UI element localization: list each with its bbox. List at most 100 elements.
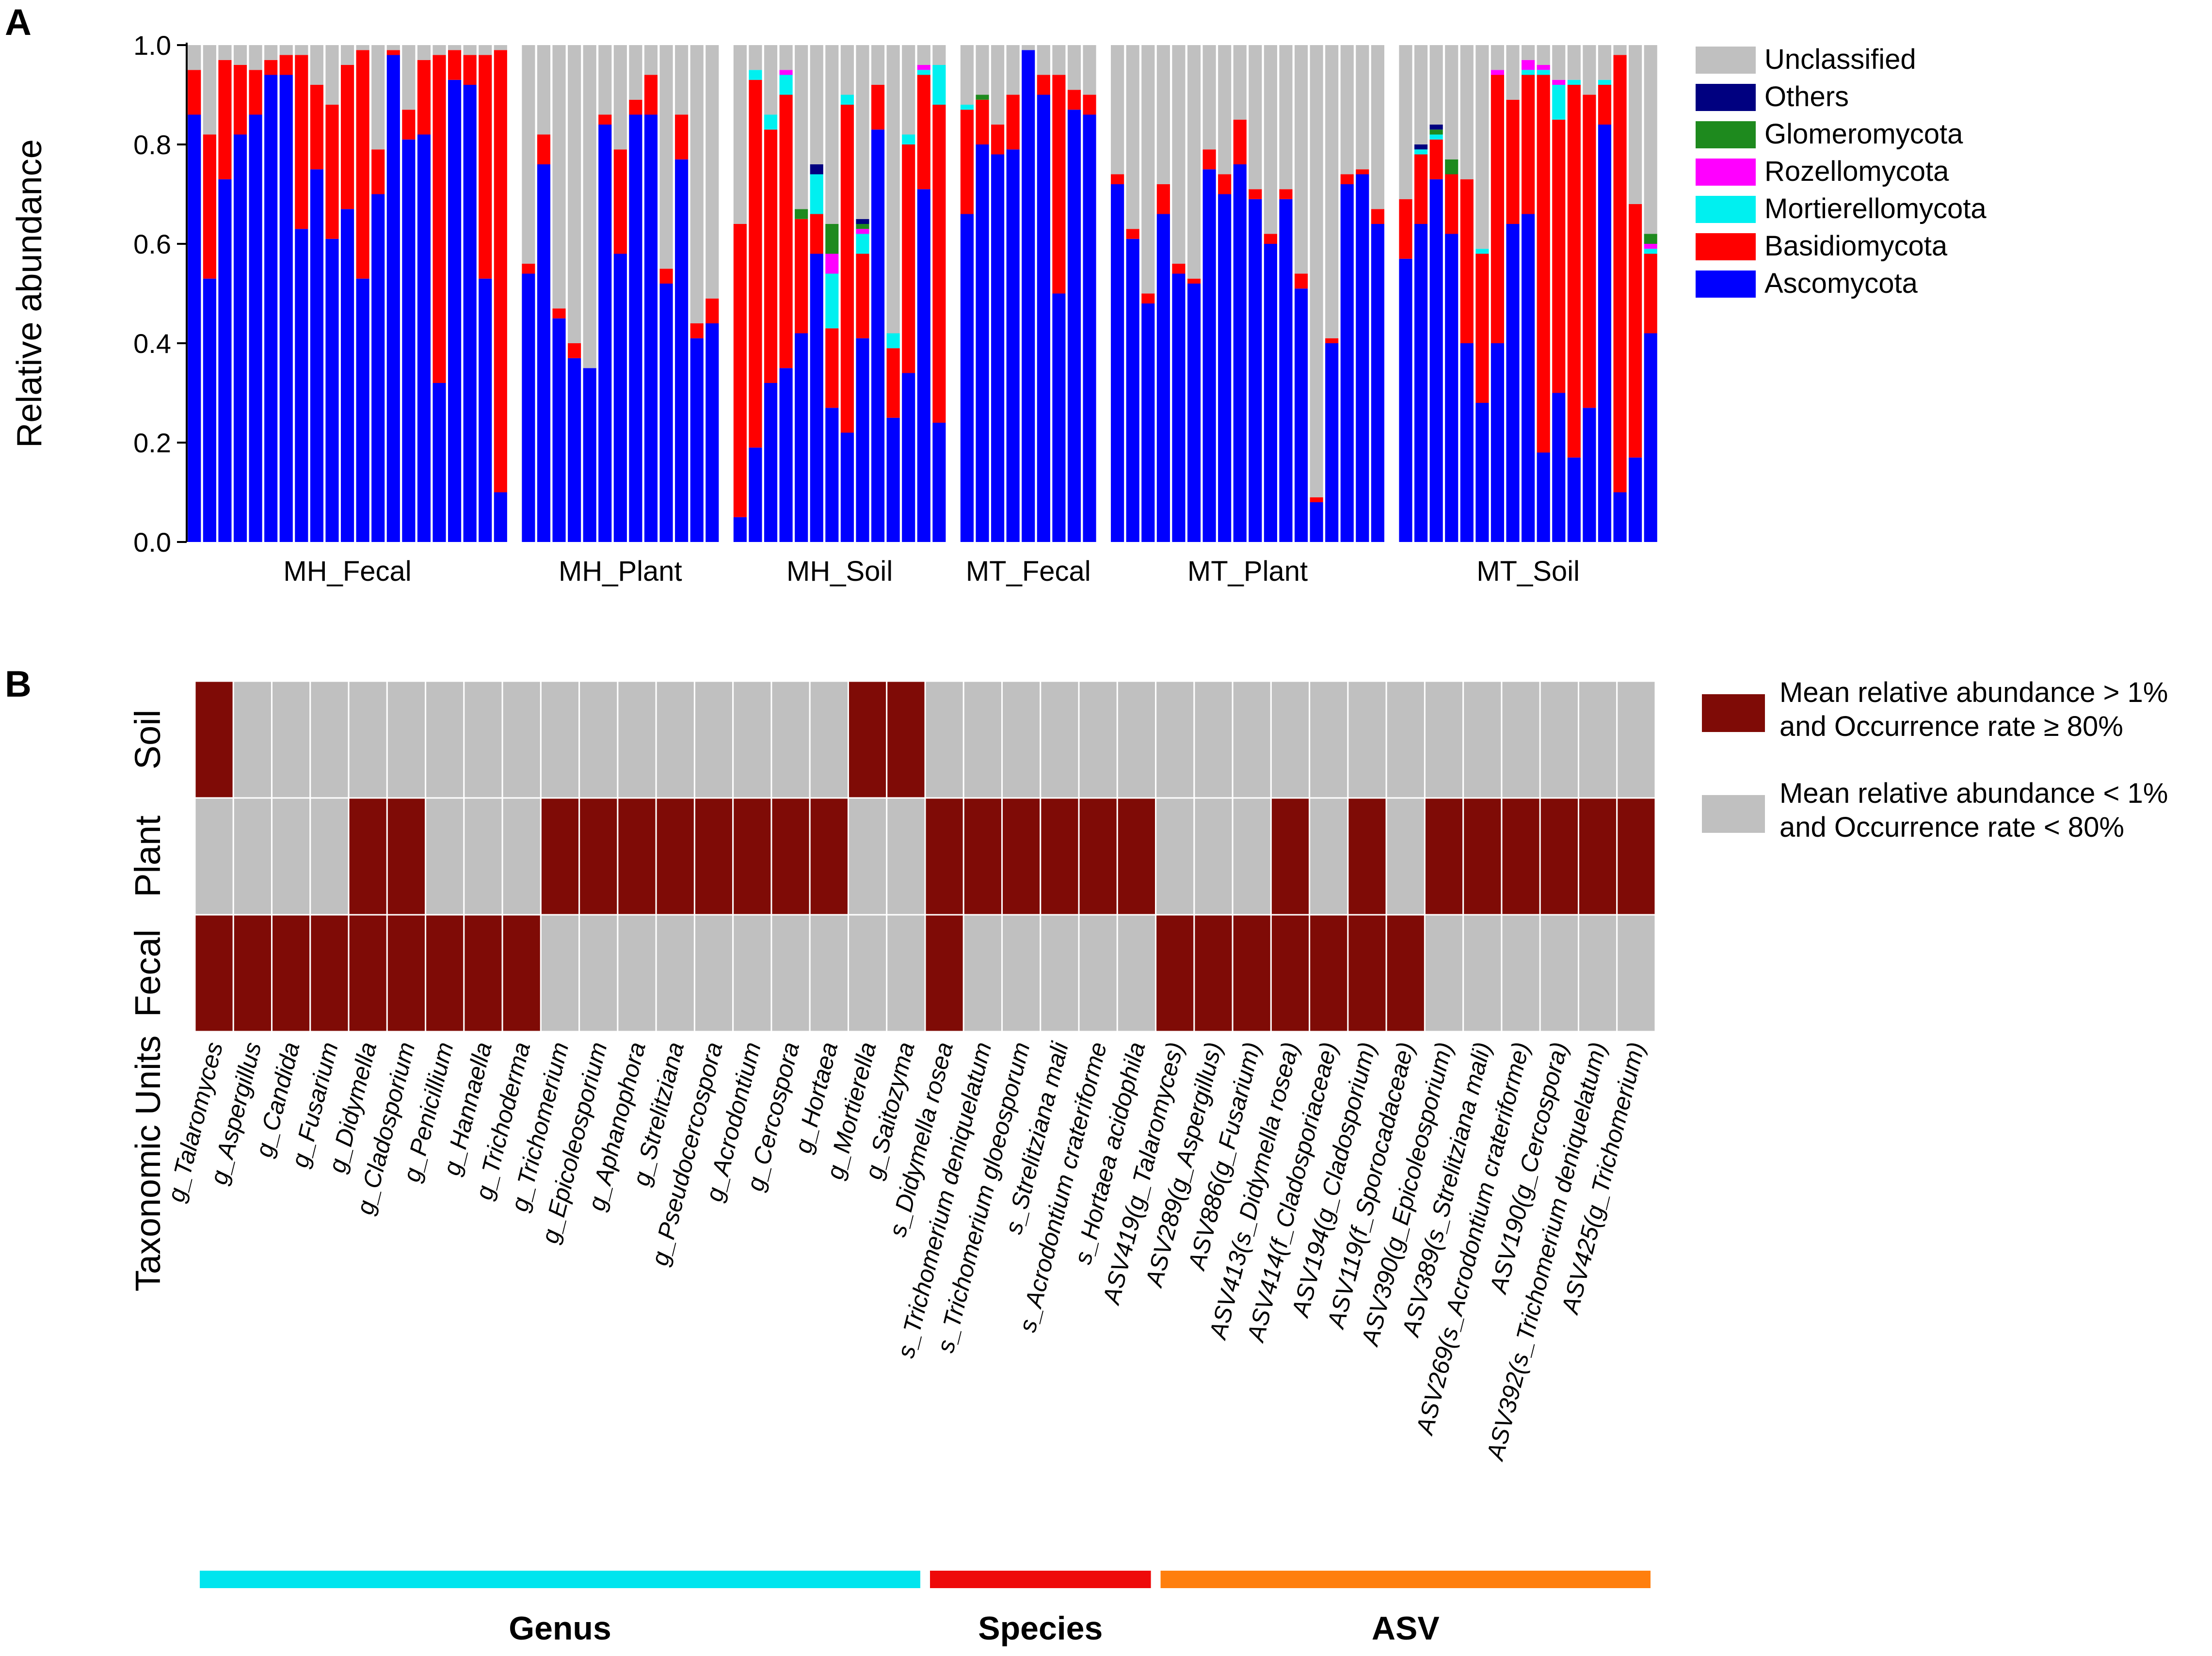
bar-segment-mortierellomycota bbox=[840, 95, 854, 105]
bar-segment-basidiomycota bbox=[1429, 139, 1443, 179]
bar-segment-unclassified bbox=[203, 45, 216, 135]
bar-segment-ascomycota bbox=[1475, 403, 1489, 542]
bar-segment-mortierellomycota bbox=[749, 70, 762, 80]
heatmap-cell bbox=[425, 680, 465, 799]
y-tick-label: 0.8 bbox=[133, 129, 171, 160]
group-label: MH_Soil bbox=[786, 556, 893, 587]
heatmap-cell bbox=[886, 797, 926, 916]
bar-segment-unclassified bbox=[932, 45, 946, 65]
bar-segment-ascomycota bbox=[1052, 293, 1066, 542]
heatmap-cell bbox=[1232, 914, 1272, 1033]
bar-segment-ascomycota bbox=[675, 159, 689, 542]
category-bar-genus bbox=[200, 1571, 920, 1588]
heatmap-cell bbox=[348, 914, 388, 1033]
heatmap-cell bbox=[1462, 680, 1503, 799]
bar-segment-mortierellomycota bbox=[1537, 70, 1550, 75]
heatmap-cell bbox=[617, 914, 657, 1033]
bar-segment-unclassified bbox=[1037, 45, 1050, 75]
bar-segment-ascomycota bbox=[310, 169, 323, 542]
bar-segment-unclassified bbox=[690, 45, 704, 323]
bar-segment-ascomycota bbox=[479, 278, 492, 542]
bar-segment-unclassified bbox=[902, 45, 915, 135]
legend-label: Mean relative abundance > 1% bbox=[1779, 677, 2168, 708]
bar-segment-basidiomycota bbox=[825, 328, 839, 408]
legend-label: Others bbox=[1764, 81, 1849, 112]
bar-segment-ascomycota bbox=[1583, 408, 1596, 542]
heatmap-cell bbox=[1501, 914, 1541, 1033]
bar-segment-ascomycota bbox=[598, 125, 612, 542]
bar-segment-basidiomycota bbox=[598, 114, 612, 125]
bar-segment-ascomycota bbox=[448, 80, 462, 542]
bar-segment-basidiomycota bbox=[659, 269, 673, 284]
bar-segment-mortierellomycota bbox=[1552, 85, 1566, 120]
heatmap-cell bbox=[1193, 797, 1234, 916]
bar-segment-basidiomycota bbox=[552, 308, 566, 318]
bar-segment-basidiomycota bbox=[448, 50, 462, 80]
bar-segment-mortierellomycota bbox=[779, 75, 793, 95]
heatmap-cell bbox=[540, 914, 580, 1033]
bar-segment-basidiomycota bbox=[1202, 149, 1216, 170]
panel-a-stacked-bar-chart: A Relative abundance 0.0 0.2 0.4 0.6 0.8 1.0 MH_… bbox=[5, 2, 1987, 587]
bar-segment-ascomycota bbox=[1340, 184, 1354, 542]
bar-segment-unclassified bbox=[417, 45, 431, 60]
bar-segment-glomeromycota bbox=[1429, 129, 1443, 135]
heatmap-cell bbox=[962, 680, 1003, 799]
bar-segment-unclassified bbox=[1202, 45, 1216, 150]
bar-segment-mortierellomycota bbox=[960, 105, 974, 110]
bar-segment-basidiomycota bbox=[1083, 95, 1096, 115]
bar-segment-basidiomycota bbox=[733, 224, 747, 517]
bar-segment-mortierellomycota bbox=[886, 333, 900, 349]
bar-segment-ascomycota bbox=[463, 85, 477, 542]
heatmap-cell bbox=[1616, 797, 1656, 916]
heatmap-cell bbox=[309, 797, 350, 916]
legend-label: and Occurrence rate ≥ 80% bbox=[1779, 711, 2123, 742]
bar-segment-mortierellomycota bbox=[902, 134, 915, 144]
heatmap-cell bbox=[1462, 914, 1503, 1033]
heatmap-cell bbox=[309, 914, 350, 1033]
bar-segment-unclassified bbox=[386, 45, 400, 50]
heatmap-cell bbox=[1424, 680, 1464, 799]
group-label: MT_Soil bbox=[1476, 556, 1580, 587]
group-label: MH_Plant bbox=[559, 556, 682, 587]
bar-segment-ascomycota bbox=[871, 129, 885, 542]
heatmap-cell bbox=[732, 797, 772, 916]
legend-swatch-glomeromycota bbox=[1696, 121, 1756, 148]
heatmap-cell bbox=[809, 680, 849, 799]
bar-segment-ascomycota bbox=[856, 338, 869, 542]
bar-segment-unclassified bbox=[917, 45, 930, 65]
bar-segment-rozellomycota bbox=[917, 65, 930, 70]
heatmap-cell bbox=[1193, 680, 1234, 799]
bar-segment-basidiomycota bbox=[1126, 229, 1139, 239]
bar-segment-unclassified bbox=[371, 45, 385, 150]
bar-segment-rozellomycota bbox=[779, 70, 793, 75]
y-tick-label: 1.0 bbox=[133, 30, 171, 61]
bar-segment-ascomycota bbox=[976, 144, 989, 542]
bar-segment-mortierellomycota bbox=[1598, 80, 1612, 85]
bar-segment-unclassified bbox=[356, 45, 369, 50]
row-label: Soil bbox=[128, 710, 168, 769]
bar-segment-unclassified bbox=[479, 45, 492, 55]
heatmap-cell bbox=[578, 797, 619, 916]
bar-segment-rozellomycota bbox=[1552, 80, 1566, 85]
bar-segment-ascomycota bbox=[840, 432, 854, 542]
heatmap-cell bbox=[194, 797, 234, 916]
bar-segment-basidiomycota bbox=[1187, 278, 1201, 284]
bar-segment-basidiomycota bbox=[340, 65, 354, 209]
bar-segment-basidiomycota bbox=[417, 60, 431, 135]
bar-segment-glomeromycota bbox=[1445, 159, 1459, 175]
bar-segment-ascomycota bbox=[1249, 199, 1262, 542]
bar-segment-unclassified bbox=[295, 45, 308, 55]
bar-segment-basidiomycota bbox=[188, 70, 201, 115]
heatmap-cell bbox=[1347, 680, 1387, 799]
legend-swatch-ascomycota bbox=[1696, 271, 1756, 298]
bar-segment-basidiomycota bbox=[568, 343, 581, 358]
bar-segment-others bbox=[856, 219, 869, 224]
bar-segment-basidiomycota bbox=[1218, 174, 1232, 194]
heatmap-cell bbox=[962, 797, 1003, 916]
bar-segment-ascomycota bbox=[690, 338, 704, 542]
bar-segment-unclassified bbox=[825, 45, 839, 224]
bar-segment-mortierellomycota bbox=[1644, 249, 1657, 254]
bar-segment-ascomycota bbox=[583, 368, 596, 542]
bar-segment-unclassified bbox=[1356, 45, 1369, 170]
